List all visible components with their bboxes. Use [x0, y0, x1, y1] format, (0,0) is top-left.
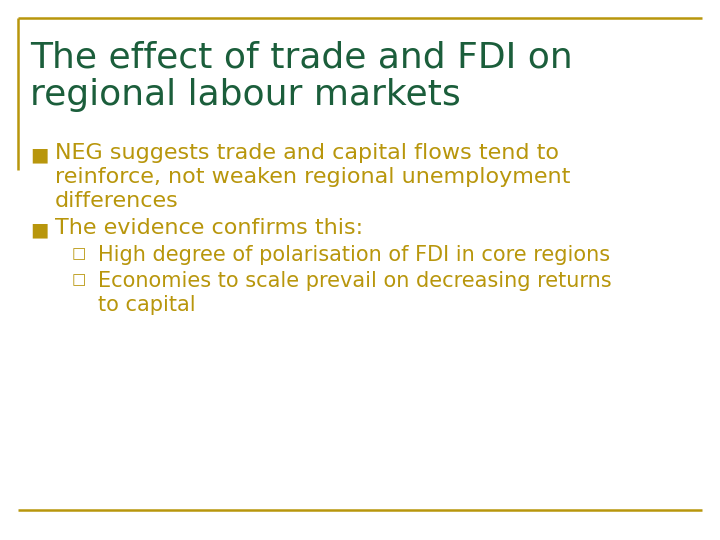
Text: High degree of polarisation of FDI in core regions: High degree of polarisation of FDI in co… — [98, 245, 610, 265]
Text: ■: ■ — [30, 220, 48, 239]
Text: □: □ — [72, 272, 86, 287]
Text: regional labour markets: regional labour markets — [30, 78, 461, 112]
Text: to capital: to capital — [98, 295, 196, 315]
Text: NEG suggests trade and capital flows tend to: NEG suggests trade and capital flows ten… — [55, 143, 559, 163]
Text: The effect of trade and FDI on: The effect of trade and FDI on — [30, 40, 572, 74]
Text: The evidence confirms this:: The evidence confirms this: — [55, 218, 363, 238]
Text: □: □ — [72, 246, 86, 261]
Text: Economies to scale prevail on decreasing returns: Economies to scale prevail on decreasing… — [98, 271, 611, 291]
Text: differences: differences — [55, 191, 179, 211]
Text: reinforce, not weaken regional unemployment: reinforce, not weaken regional unemploym… — [55, 167, 570, 187]
Text: ■: ■ — [30, 145, 48, 164]
